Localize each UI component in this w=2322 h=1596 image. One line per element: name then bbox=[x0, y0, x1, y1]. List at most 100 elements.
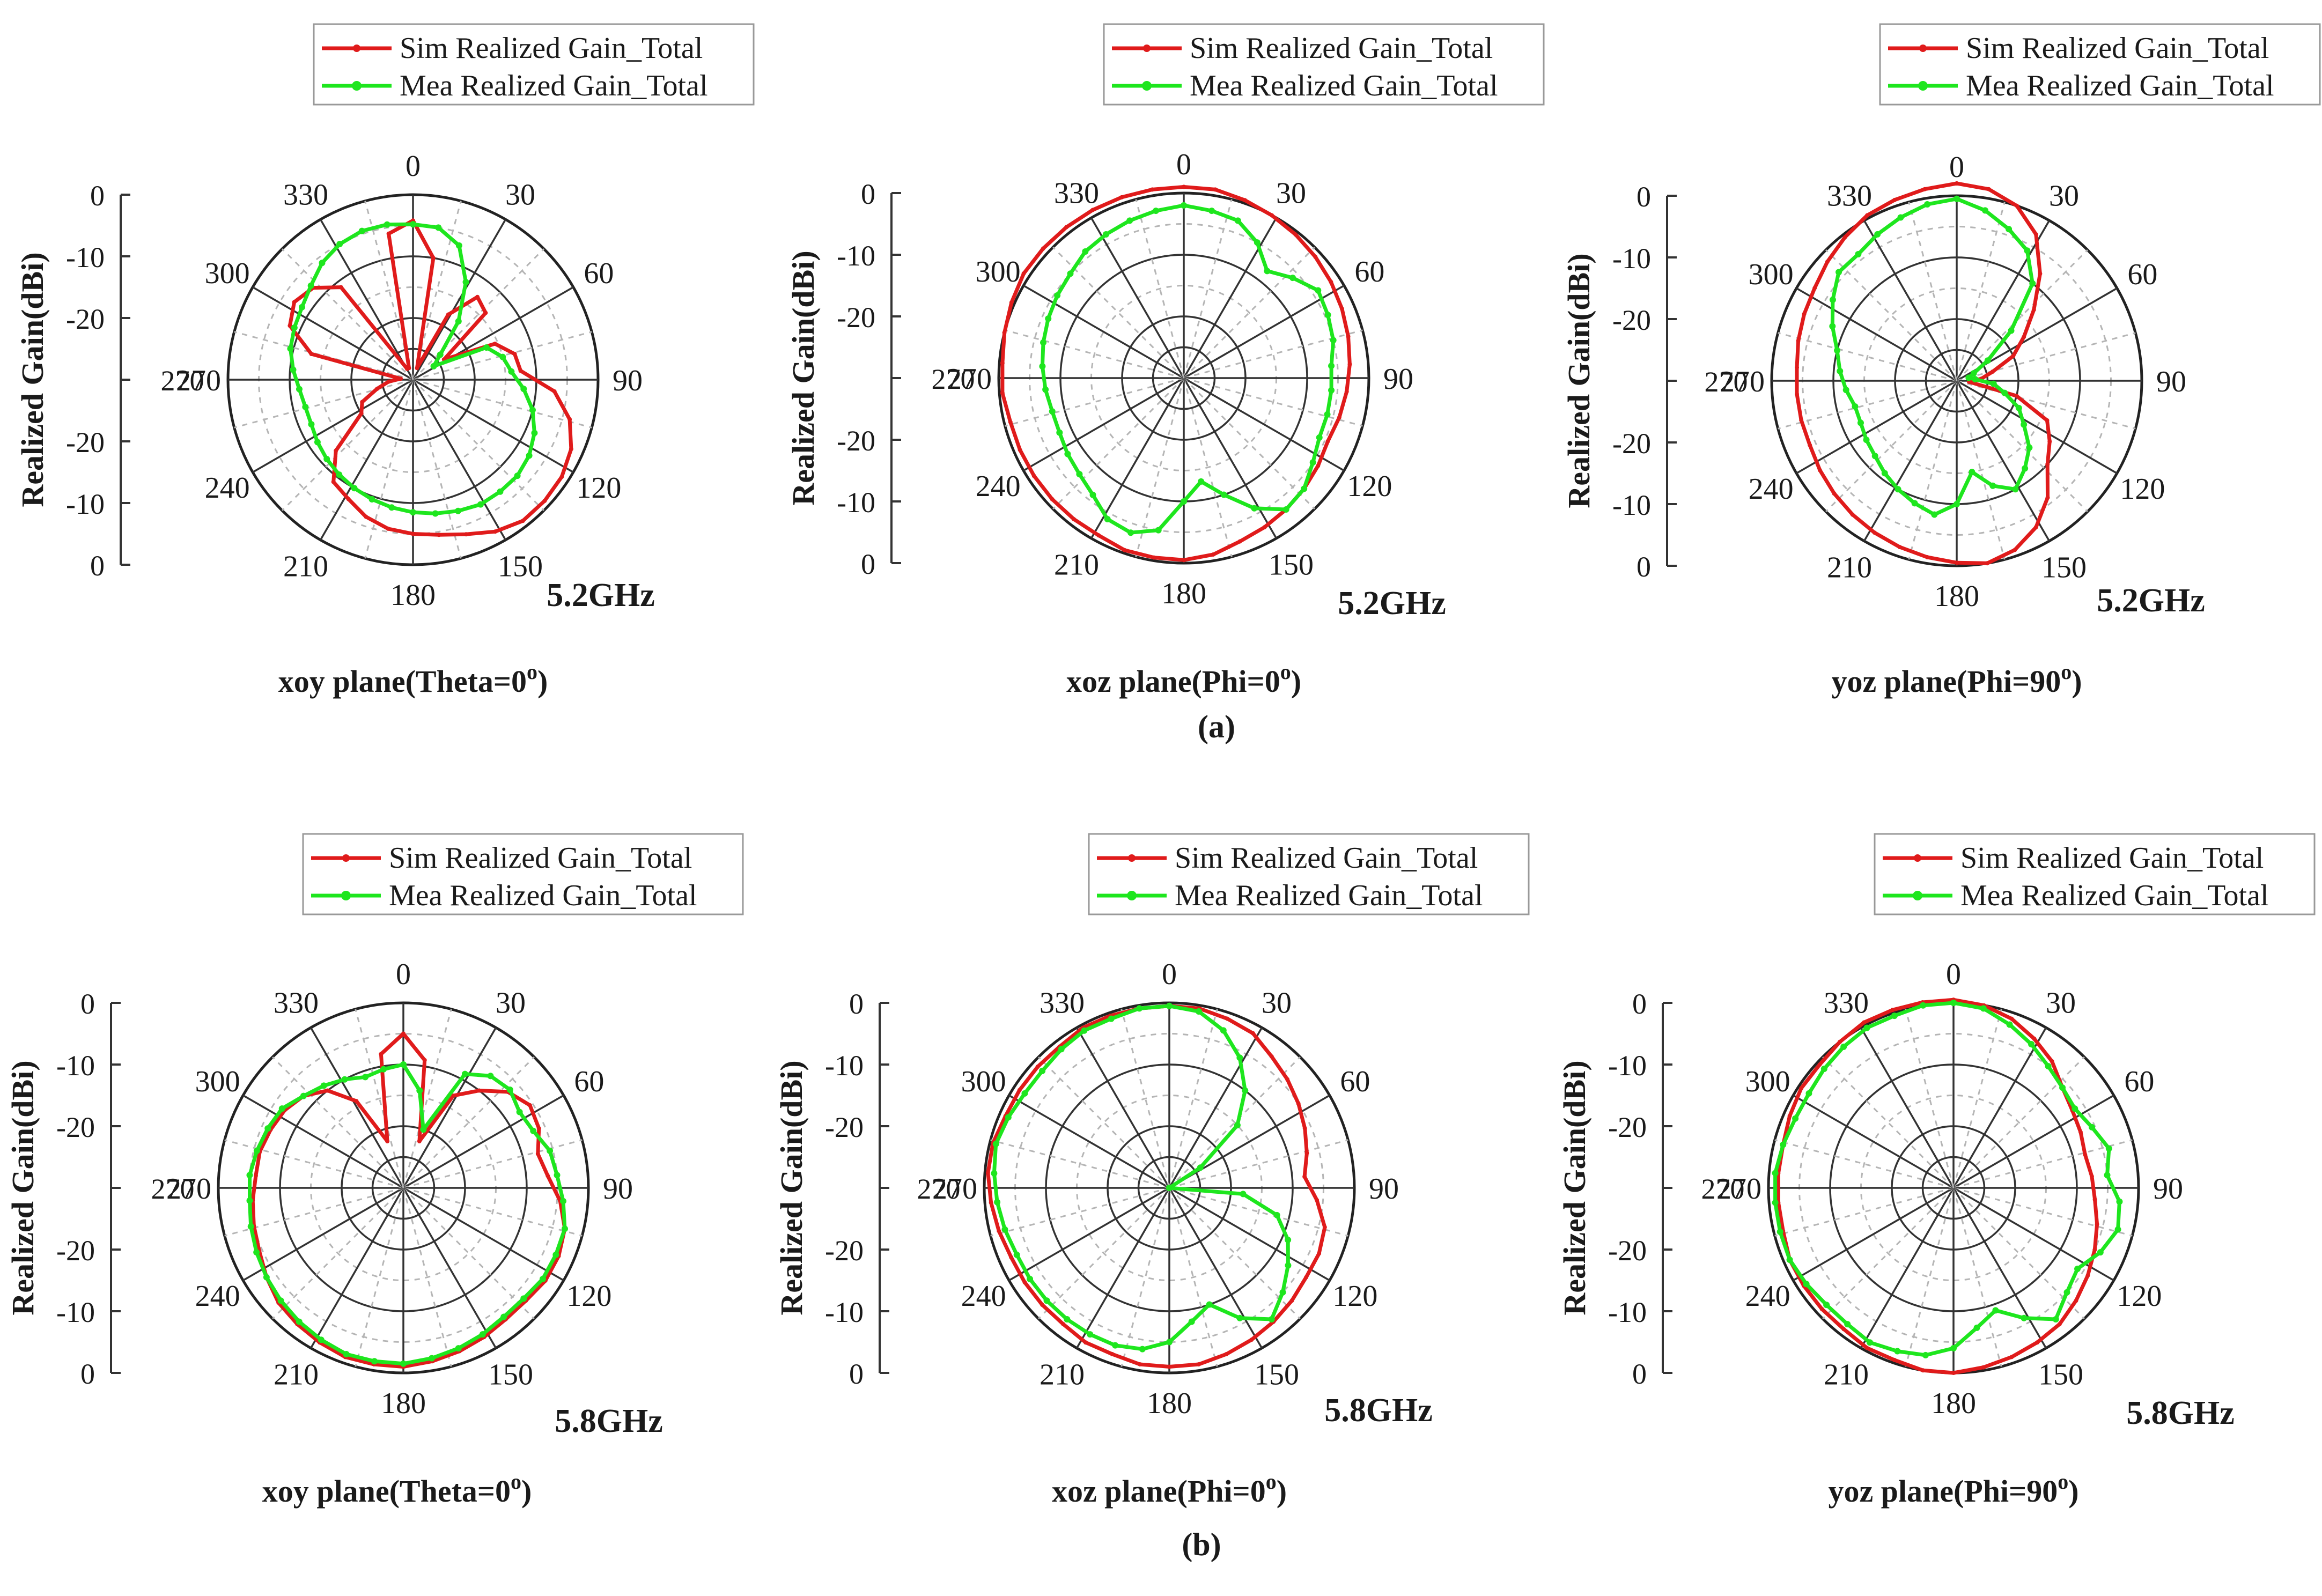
data-point bbox=[2008, 327, 2015, 334]
data-point bbox=[379, 1052, 384, 1056]
legend: Sim Realized Gain_Total Mea Realized Gain… bbox=[1103, 23, 1545, 106]
data-point bbox=[432, 510, 439, 517]
radial-tick-label: -10 bbox=[1612, 489, 1651, 521]
angle-label: 240 bbox=[195, 1280, 240, 1313]
data-point bbox=[1254, 239, 1260, 246]
data-point bbox=[1920, 1002, 1927, 1009]
data-point bbox=[1064, 225, 1069, 230]
grid-spoke bbox=[1168, 1187, 1263, 1349]
data-point bbox=[2045, 1063, 2052, 1070]
series-line bbox=[250, 1032, 567, 1369]
radial-tick-label: 0 bbox=[1637, 551, 1651, 583]
polar-panel-3: 0 30 60 90 120 150 180 210 240 270 300 330 0 -10 -20 -2… bbox=[1561, 23, 2321, 699]
plane-caption-sup: o bbox=[511, 1469, 521, 1494]
data-point bbox=[1236, 1054, 1243, 1061]
radial-tick-label: -10 bbox=[825, 1296, 864, 1328]
data-point bbox=[1309, 459, 1316, 466]
angle-label: 180 bbox=[1161, 577, 1206, 610]
data-point bbox=[253, 1249, 260, 1256]
grid-spoke bbox=[1793, 1187, 1954, 1282]
data-point bbox=[1198, 478, 1205, 485]
grid-spoke-minor bbox=[1135, 378, 1185, 557]
y-axis-label: Realized Gain(dBi) bbox=[1557, 1060, 1592, 1315]
angle-label: 210 bbox=[283, 550, 328, 583]
legend-swatch-marker bbox=[353, 45, 360, 52]
plane-caption-main: yoz plane(Phi=90 bbox=[1831, 664, 2061, 699]
data-point bbox=[1834, 347, 1841, 354]
y-axis-label: Realized Gain(dBi) bbox=[15, 252, 50, 507]
legend-entry: Mea Realized Gain_Total bbox=[400, 69, 708, 102]
data-point bbox=[1840, 1043, 1847, 1050]
data-point bbox=[1220, 1027, 1227, 1034]
data-point bbox=[997, 1229, 1001, 1233]
grid-spoke bbox=[403, 1094, 564, 1189]
angle-label: 270 bbox=[166, 1172, 211, 1206]
data-point bbox=[417, 1139, 422, 1143]
data-point bbox=[309, 352, 314, 357]
data-point bbox=[1213, 187, 1218, 192]
data-point bbox=[451, 1093, 456, 1098]
data-point bbox=[514, 472, 521, 479]
angle-label: 270 bbox=[1716, 1172, 1761, 1206]
data-point bbox=[1787, 1114, 1792, 1119]
data-point bbox=[359, 411, 364, 416]
angle-label-270: 270 bbox=[1701, 1173, 1745, 1205]
data-point bbox=[547, 1147, 554, 1154]
data-point bbox=[1104, 515, 1111, 522]
grid-spoke-minor bbox=[402, 1056, 535, 1189]
grid-spoke-minor bbox=[271, 1056, 404, 1189]
data-point bbox=[380, 1066, 387, 1073]
grid-spoke-minor bbox=[271, 1187, 404, 1320]
data-point bbox=[1027, 1275, 1034, 1282]
polar-grid bbox=[983, 1001, 1356, 1375]
grid-spoke-minor bbox=[1956, 249, 2089, 382]
polar-panel-4: 0 30 60 90 120 150 180 210 240 270 300 330 0 -10 -20 -2… bbox=[5, 833, 744, 1509]
grid-spoke-minor bbox=[1168, 1056, 1301, 1189]
data-point bbox=[1005, 1114, 1012, 1121]
data-point bbox=[435, 224, 442, 231]
data-point bbox=[400, 1360, 407, 1367]
data-point bbox=[1035, 1065, 1040, 1069]
data-point bbox=[277, 1297, 284, 1304]
data-point bbox=[1881, 470, 1888, 477]
subfigure-label: (b) bbox=[1182, 1527, 1221, 1562]
grid-spoke bbox=[403, 1187, 564, 1282]
legend-box bbox=[302, 833, 744, 915]
data-point bbox=[1017, 1088, 1022, 1092]
angle-label: 180 bbox=[381, 1387, 426, 1420]
data-point bbox=[2083, 1152, 2088, 1157]
data-point bbox=[1039, 363, 1046, 370]
data-point bbox=[526, 452, 533, 459]
angle-label: 150 bbox=[498, 550, 543, 583]
y-axis-label: Realized Gain(dBi) bbox=[1561, 253, 1596, 508]
angle-label: 0 bbox=[1176, 148, 1191, 181]
grid-spoke bbox=[1860, 1187, 1955, 1349]
data-point bbox=[2045, 495, 2050, 500]
grid-spoke-minor bbox=[1052, 377, 1185, 510]
grid-spoke bbox=[1956, 220, 2051, 381]
data-point bbox=[1867, 1339, 1874, 1346]
grid-spoke-minor bbox=[1183, 378, 1233, 557]
y-axis-label: Realized Gain(dBi) bbox=[5, 1060, 40, 1315]
data-point bbox=[362, 1074, 369, 1081]
grid-spoke-minor bbox=[412, 379, 545, 512]
angle-label: 330 bbox=[274, 987, 319, 1020]
data-point bbox=[1802, 312, 1807, 316]
data-point bbox=[1328, 363, 1335, 370]
data-point bbox=[546, 1173, 550, 1178]
radial-tick-label: -20 bbox=[1608, 1111, 1647, 1143]
grid-spoke-minor bbox=[355, 1009, 404, 1188]
data-point bbox=[1127, 529, 1134, 536]
data-point bbox=[479, 1331, 486, 1338]
data-point bbox=[475, 294, 480, 299]
data-point bbox=[462, 278, 469, 285]
data-point bbox=[246, 1172, 253, 1179]
data-point bbox=[535, 1151, 540, 1156]
data-point bbox=[1316, 434, 1323, 441]
polar-panel-6: 0 30 60 90 120 150 180 210 240 270 300 330 0 -10 -20 -2… bbox=[1557, 833, 2316, 1509]
data-point bbox=[1296, 1101, 1301, 1106]
data-point bbox=[1279, 1289, 1286, 1296]
legend-entry: Mea Realized Gain_Total bbox=[1175, 879, 1483, 912]
plane-caption-main: xoy plane(Theta=0 bbox=[262, 1474, 511, 1509]
data-point bbox=[1872, 530, 1877, 535]
